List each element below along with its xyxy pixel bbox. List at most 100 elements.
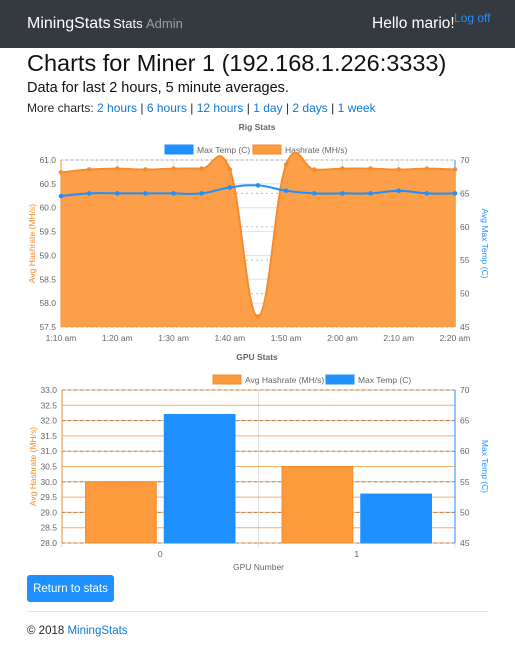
x-tick-label: 2:10 am xyxy=(383,333,414,343)
y-right-tick-label: 50 xyxy=(460,289,470,299)
y-right-tick-label: 70 xyxy=(460,385,470,395)
y-axis-title-right: Max Temp (C) xyxy=(480,440,490,493)
footer-brand-link[interactable]: MiningStats xyxy=(67,625,128,637)
temp-point xyxy=(255,183,261,188)
y-right-tick-label: 70 xyxy=(460,155,470,165)
y-tick-label: 58.5 xyxy=(39,274,56,284)
chart-title: GPU Stats xyxy=(236,352,278,362)
temp-point xyxy=(199,191,205,196)
hashrate-point xyxy=(424,166,430,171)
temp-point xyxy=(58,193,64,199)
y-tick-label: 29.0 xyxy=(40,507,57,517)
brand-link[interactable]: MiningStats xyxy=(27,15,111,32)
y-axis-title-right: Avg Max Temp (C) xyxy=(480,208,490,278)
rig-stats-chart: Rig Stats Max Temp (C) Hashrate (MH/s) 57.5… xyxy=(27,122,490,343)
y-right-tick-label: 50 xyxy=(460,507,470,517)
footer-copyright: © 2018 xyxy=(27,625,65,637)
hashrate-point xyxy=(171,166,176,171)
y-tick-label: 58.0 xyxy=(39,298,56,308)
hashrate-point xyxy=(452,167,458,172)
more-charts-label: More charts: xyxy=(27,101,94,115)
bar-hashrate xyxy=(281,466,354,544)
range-link-2-hours[interactable]: 2 hours xyxy=(97,101,138,115)
hashrate-point xyxy=(86,167,92,172)
y-tick-label: 32.5 xyxy=(40,400,57,410)
page-subtitle: Data for last 2 hours, 5 minute averages… xyxy=(27,80,289,96)
footer: © 2018 MiningStats xyxy=(27,625,128,637)
hashrate-point xyxy=(283,162,289,168)
temp-point xyxy=(86,191,92,196)
temp-point xyxy=(171,191,176,196)
temp-point xyxy=(311,191,317,196)
gpu-stats-chart: GPU Stats Avg Hashrate (MH/s) Max Temp (C)… xyxy=(28,352,490,572)
legend-label-hashrate: Hashrate (MH/s) xyxy=(285,145,348,155)
hashrate-point xyxy=(199,166,205,171)
chart-title: Rig Stats xyxy=(239,122,276,132)
y-tick-label: 28.0 xyxy=(40,538,57,548)
x-tick-label: 1:50 am xyxy=(271,333,302,343)
temp-point xyxy=(452,191,458,196)
range-link-6-hours[interactable]: 6 hours xyxy=(146,101,187,115)
return-to-stats-button[interactable]: Return to stats xyxy=(27,575,114,602)
nav-admin-link[interactable]: Admin xyxy=(146,16,183,31)
y-tick-label: 33.0 xyxy=(40,385,57,395)
y-right-tick-label: 60 xyxy=(460,446,470,456)
range-link-12-hours[interactable]: 12 hours xyxy=(196,101,244,115)
x-tick-label: 1:10 am xyxy=(46,333,77,343)
range-link-2-days[interactable]: 2 days xyxy=(292,101,328,115)
y-right-tick-label: 55 xyxy=(460,255,470,265)
x-tick-label: 0 xyxy=(158,549,163,559)
logoff-link[interactable]: Log off xyxy=(454,11,491,25)
x-tick-label: 1:30 am xyxy=(158,333,189,343)
legend-swatch-temp xyxy=(164,144,194,155)
hashrate-point xyxy=(368,166,373,171)
hashrate-point xyxy=(58,170,64,175)
legend-label-temp: Max Temp (C) xyxy=(358,375,411,385)
y-right-tick-label: 45 xyxy=(460,322,470,332)
legend-swatch-hashrate xyxy=(252,144,282,155)
nav-stats-link[interactable]: Stats xyxy=(113,16,143,31)
temp-point xyxy=(143,191,148,196)
y-tick-label: 60.0 xyxy=(39,203,56,213)
range-link-1-day[interactable]: 1 day xyxy=(253,101,283,115)
page-title: Charts for Miner 1 (192.168.1.226:3333) xyxy=(27,50,447,76)
temp-point xyxy=(227,185,233,190)
x-tick-label: 1 xyxy=(354,549,359,559)
hashrate-point xyxy=(114,166,120,171)
legend-swatch-temp xyxy=(325,374,355,385)
temp-point xyxy=(424,191,430,196)
y-right-tick-label: 45 xyxy=(460,538,470,548)
temp-point xyxy=(396,188,402,194)
hashrate-point xyxy=(340,166,345,171)
x-tick-label: 1:20 am xyxy=(102,333,133,343)
y-tick-label: 61.0 xyxy=(39,155,56,165)
y-tick-label: 60.5 xyxy=(39,179,56,189)
bar-hashrate xyxy=(85,481,157,544)
footer-divider xyxy=(27,611,488,612)
y-tick-label: 28.5 xyxy=(40,523,57,533)
legend-label-hashrate: Avg Hashrate (MH/s) xyxy=(245,375,324,385)
temp-point xyxy=(368,191,373,196)
x-tick-label: 2:00 am xyxy=(327,333,358,343)
bar-temp xyxy=(163,413,236,544)
temp-point xyxy=(340,191,345,196)
y-tick-label: 30.5 xyxy=(40,462,57,472)
y-right-tick-label: 65 xyxy=(460,188,470,198)
y-tick-label: 30.0 xyxy=(40,477,57,487)
y-tick-label: 32.0 xyxy=(40,416,57,426)
legend-swatch-hashrate xyxy=(212,374,242,385)
y-right-tick-label: 60 xyxy=(460,222,470,232)
x-tick-label: 2:20 am xyxy=(440,333,471,343)
more-charts: More charts: 2 hours | 6 hours | 12 hour… xyxy=(27,101,376,115)
y-tick-label: 31.5 xyxy=(40,431,57,441)
legend-label-temp: Max Temp (C) xyxy=(197,145,250,155)
y-right-tick-label: 55 xyxy=(460,477,470,487)
hashrate-point xyxy=(255,314,261,319)
y-tick-label: 57.5 xyxy=(39,322,56,332)
hashrate-point xyxy=(396,167,402,172)
user-greeting: Hello mario! xyxy=(372,15,455,32)
hashrate-point xyxy=(311,167,317,172)
range-link-1-week[interactable]: 1 week xyxy=(337,101,376,115)
hashrate-area xyxy=(61,152,455,327)
y-tick-label: 59.0 xyxy=(39,250,56,260)
